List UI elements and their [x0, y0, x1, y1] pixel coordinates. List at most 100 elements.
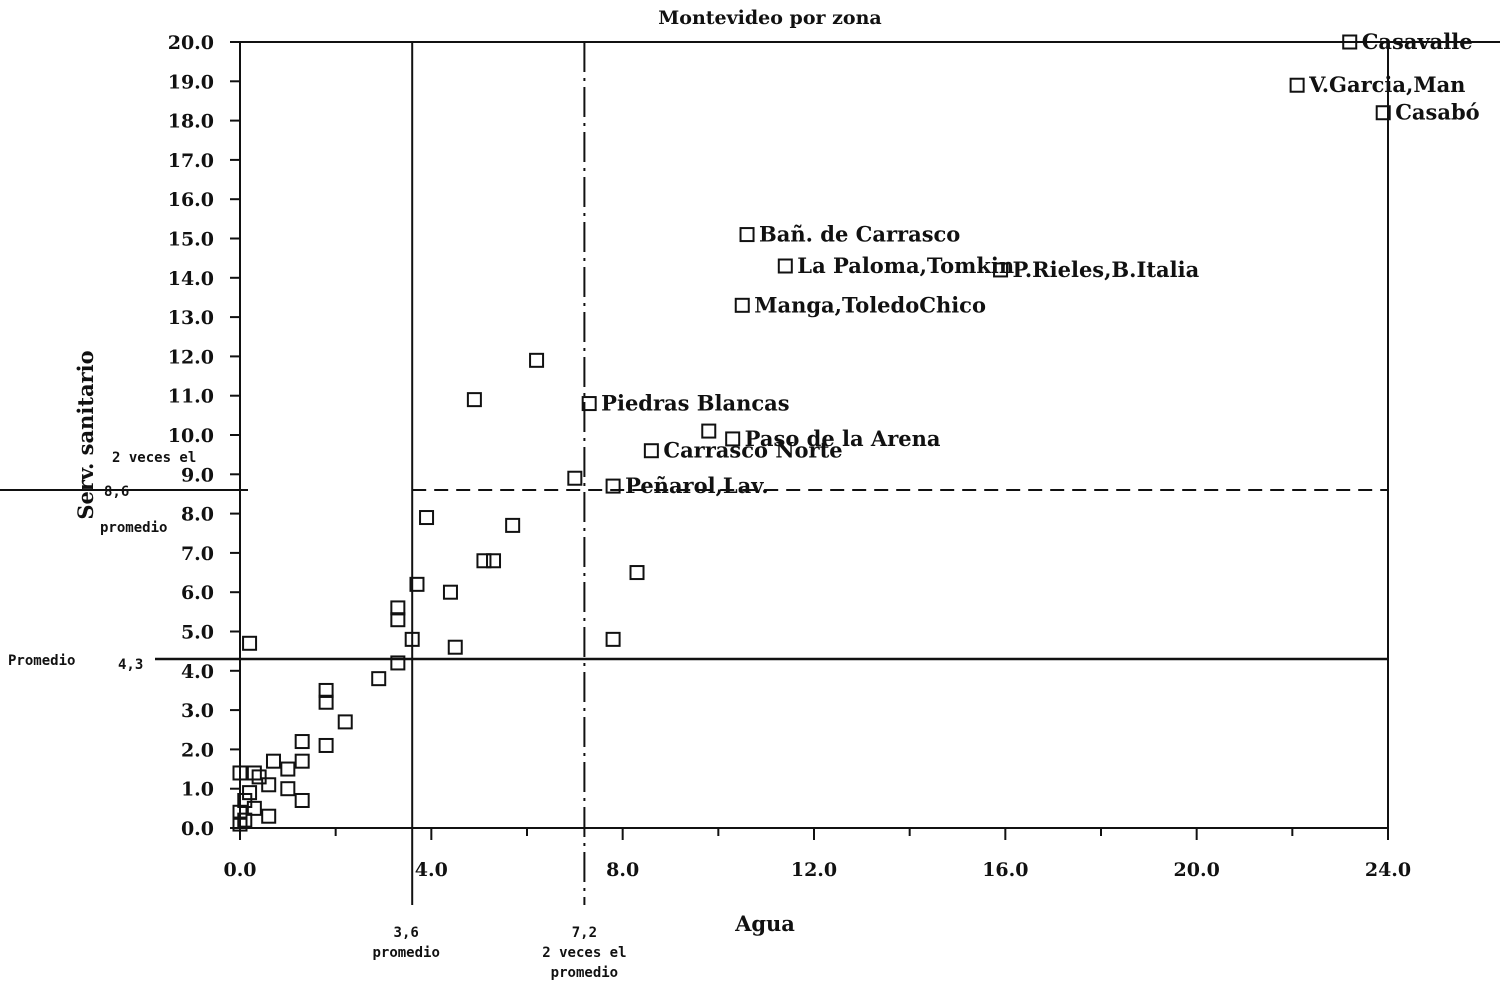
data-point — [237, 812, 253, 828]
data-point — [567, 470, 583, 486]
y-tick-label: 8.0 — [181, 504, 214, 526]
y-tick-label: 11.0 — [168, 386, 214, 408]
x-tick-label: 0.0 — [223, 859, 256, 881]
data-point — [447, 639, 463, 655]
x-double-mean-label: 2 veces el — [542, 945, 626, 961]
y-tick-label: 15.0 — [168, 229, 214, 251]
y-tick-label: 3.0 — [181, 700, 214, 722]
point-labels: Casavalle V.Garcia,Man Casabó Bañ. de Carra… — [601, 29, 1479, 498]
data-point-label: Paso de la Arena — [745, 426, 941, 451]
y-tick-label: 6.0 — [181, 582, 214, 604]
data-point — [419, 510, 435, 526]
data-point — [294, 734, 310, 750]
data-point — [280, 761, 296, 777]
x-tick-label: 8.0 — [606, 859, 639, 881]
data-point — [529, 352, 545, 368]
y-tick-label: 13.0 — [168, 307, 214, 329]
y-double-mean-label: promedio — [100, 520, 167, 536]
axes: 0.0 1.0 2.0 3.0 4.0 5.0 6.0 7.0 8.0 9.0 10.0 11.0 12… — [168, 32, 1500, 881]
data-point — [337, 714, 353, 730]
x-mean-label: promedio — [372, 945, 439, 961]
data-point — [242, 635, 258, 651]
y-tick-label: 12.0 — [168, 346, 214, 368]
data-point — [701, 423, 717, 439]
data-point — [294, 792, 310, 808]
data-point — [442, 584, 458, 600]
data-point-label: P.Rieles,B.Italia — [1013, 257, 1200, 282]
data-point — [261, 808, 277, 824]
x-mean-label: 3,6 — [394, 925, 419, 941]
data-point-label: Peñarol,Lav. — [625, 473, 769, 498]
y-tick-label: 10.0 — [168, 425, 214, 447]
data-point — [318, 682, 334, 698]
data-point — [246, 800, 262, 816]
data-point — [739, 227, 755, 243]
data-point-label: Carrasco Norte — [663, 438, 842, 463]
data-point — [725, 431, 741, 447]
y-double-mean-label: 8,6 — [104, 484, 129, 500]
data-point — [265, 753, 281, 769]
x-double-mean-label: 7,2 — [572, 925, 597, 941]
data-point — [466, 392, 482, 408]
data-point-label: Manga,ToledoChico — [754, 292, 986, 317]
data-point-label: Casavalle — [1362, 29, 1473, 54]
x-tick-label: 4.0 — [415, 859, 448, 881]
data-point — [486, 553, 502, 569]
y-tick-label: 1.0 — [181, 779, 214, 801]
data-point — [237, 792, 253, 808]
data-point — [390, 600, 406, 616]
x-tick-label: 12.0 — [791, 859, 837, 881]
y-tick-label: 4.0 — [181, 661, 214, 683]
chart-title: Montevideo por zona — [658, 7, 881, 29]
y-axis-title: Serv. sanitario — [73, 350, 98, 519]
data-point — [371, 671, 387, 687]
data-point — [242, 785, 258, 801]
data-point — [232, 765, 248, 781]
data-point-label: Casabó — [1395, 100, 1479, 125]
y-tick-label: 14.0 — [168, 268, 214, 290]
data-point — [409, 576, 425, 592]
data-point-label: Bañ. de Carrasco — [759, 222, 960, 247]
reference-lines: 3,6 promedio 7,2 2 veces el promedio Promedio… — [0, 42, 1388, 981]
y-mean-label: 4,3 — [118, 657, 143, 673]
data-point — [505, 517, 521, 533]
data-point — [629, 565, 645, 581]
data-point — [993, 262, 1009, 278]
data-point — [294, 753, 310, 769]
data-point — [318, 737, 334, 753]
data-point-label: V.Garcia,Man — [1308, 72, 1465, 97]
y-tick-label: 9.0 — [181, 464, 214, 486]
data-point — [1289, 77, 1305, 93]
y-double-mean-label: 2 veces el — [112, 450, 196, 466]
y-tick-label: 2.0 — [181, 739, 214, 761]
data-point-label: Piedras Blancas — [601, 391, 789, 416]
data-point — [246, 765, 262, 781]
x-tick-label: 16.0 — [982, 859, 1028, 881]
data-point — [581, 396, 597, 412]
y-tick-label: 19.0 — [168, 71, 214, 93]
data-point — [1375, 105, 1391, 121]
y-mean-label: Promedio — [8, 653, 75, 669]
data-point — [261, 777, 277, 793]
y-tick-label: 16.0 — [168, 189, 214, 211]
data-point — [251, 769, 267, 785]
y-tick-label: 20.0 — [168, 32, 214, 54]
y-tick-label: 5.0 — [181, 622, 214, 644]
data-points — [232, 34, 1391, 832]
data-point — [404, 631, 420, 647]
x-axis-title: Agua — [734, 911, 795, 936]
x-double-mean-label: promedio — [551, 965, 618, 981]
data-point — [280, 781, 296, 797]
y-tick-label: 17.0 — [168, 150, 214, 172]
x-tick-label: 20.0 — [1174, 859, 1220, 881]
data-point — [777, 258, 793, 274]
y-tick-label: 0.0 — [181, 818, 214, 840]
data-point — [318, 694, 334, 710]
data-point — [605, 478, 621, 494]
data-point — [1342, 34, 1358, 50]
data-point — [390, 612, 406, 628]
data-point — [605, 631, 621, 647]
data-point — [390, 655, 406, 671]
data-point — [476, 553, 492, 569]
